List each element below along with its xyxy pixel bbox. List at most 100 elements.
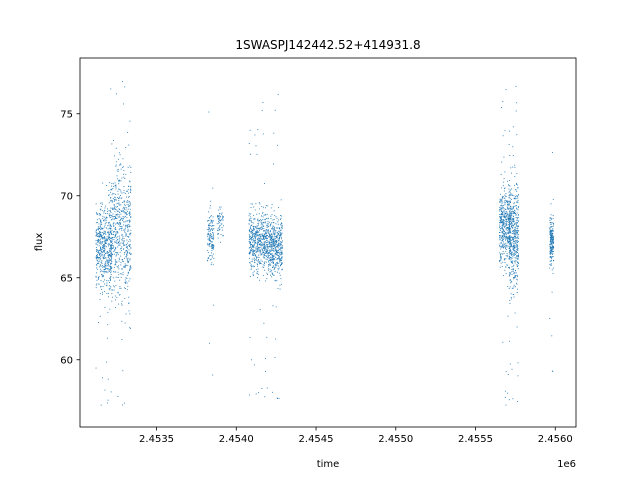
data-point: [269, 236, 271, 238]
data-point: [129, 244, 131, 246]
data-point: [280, 244, 282, 246]
data-point: [505, 250, 507, 252]
data-point: [210, 219, 212, 221]
data-point: [124, 297, 126, 299]
data-point: [280, 233, 282, 235]
data-point: [514, 233, 516, 235]
data-point: [250, 232, 252, 234]
data-point: [102, 276, 104, 278]
data-point: [252, 230, 254, 232]
data-point: [108, 195, 110, 197]
data-point: [207, 238, 209, 240]
data-point: [254, 261, 256, 263]
data-point: [115, 264, 117, 266]
data-point: [278, 258, 280, 260]
data-point: [123, 261, 125, 263]
data-point: [508, 224, 510, 226]
data-point: [505, 209, 507, 210]
data-point: [501, 107, 503, 108]
data-point: [511, 224, 513, 226]
data-point: [281, 257, 282, 259]
data-point: [513, 216, 514, 218]
data-point: [516, 225, 518, 227]
data-point: [551, 291, 553, 293]
data-point: [108, 285, 110, 287]
data-point: [511, 225, 513, 227]
data-point: [550, 249, 552, 251]
data-point: [260, 239, 262, 241]
data-point: [106, 284, 108, 286]
data-point: [252, 247, 254, 249]
data-point: [278, 227, 280, 229]
data-point: [518, 241, 519, 243]
data-point: [513, 217, 515, 219]
data-point: [127, 262, 129, 263]
data-point: [96, 259, 98, 261]
data-point: [109, 269, 111, 271]
data-point: [125, 225, 127, 227]
data-point: [110, 231, 112, 233]
data-point: [274, 239, 276, 241]
data-point: [117, 266, 119, 268]
data-point: [281, 262, 282, 264]
data-point: [502, 220, 504, 222]
data-point: [501, 196, 503, 198]
data-point: [119, 180, 121, 181]
data-point: [277, 250, 279, 252]
data-point: [109, 210, 111, 212]
chart-title: 1SWASPJ142442.52+414931.8: [235, 38, 420, 52]
data-point: [126, 282, 128, 284]
data-point: [102, 291, 104, 293]
data-point: [108, 264, 109, 266]
data-point: [126, 253, 128, 255]
data-point: [101, 241, 103, 243]
data-point: [549, 260, 551, 262]
data-point: [278, 241, 280, 243]
data-point: [252, 251, 254, 253]
data-point: [127, 202, 129, 204]
data-point: [550, 230, 552, 232]
data-point: [262, 239, 263, 240]
data-point: [210, 245, 212, 247]
data-point: [265, 258, 267, 260]
data-point: [129, 233, 130, 235]
data-point: [517, 232, 519, 234]
data-point: [249, 244, 251, 245]
data-point: [270, 235, 272, 237]
data-point: [501, 235, 503, 237]
data-point: [513, 272, 515, 274]
data-point: [512, 126, 514, 128]
data-point: [269, 251, 270, 253]
data-point: [107, 252, 109, 254]
data-point: [220, 206, 222, 208]
data-point: [266, 245, 268, 247]
data-point: [550, 239, 552, 241]
data-point: [102, 182, 104, 184]
data-point: [281, 262, 283, 264]
data-point: [502, 101, 504, 102]
data-point: [510, 216, 512, 217]
data-point: [270, 237, 272, 239]
data-point: [513, 224, 515, 226]
data-point: [517, 246, 518, 248]
data-point: [268, 225, 269, 227]
data-point: [270, 264, 272, 266]
data-point: [116, 240, 118, 242]
data-point: [509, 247, 510, 249]
data-point: [270, 238, 272, 240]
data-point: [279, 224, 281, 226]
data-point: [251, 231, 253, 233]
data-point: [278, 248, 280, 250]
data-point: [116, 169, 118, 171]
data-point: [510, 293, 512, 295]
data-point: [96, 228, 98, 230]
data-point: [266, 224, 268, 226]
data-point: [267, 220, 269, 222]
data-point: [280, 252, 282, 254]
data-point: [512, 260, 513, 262]
data-point: [501, 231, 503, 233]
data-point: [265, 280, 267, 282]
data-point: [101, 232, 103, 233]
data-point: [260, 240, 262, 242]
data-point: [504, 129, 506, 131]
